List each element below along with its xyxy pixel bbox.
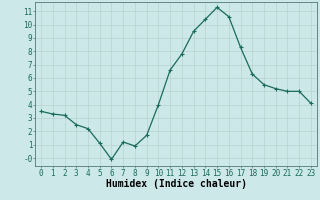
- X-axis label: Humidex (Indice chaleur): Humidex (Indice chaleur): [106, 179, 246, 189]
